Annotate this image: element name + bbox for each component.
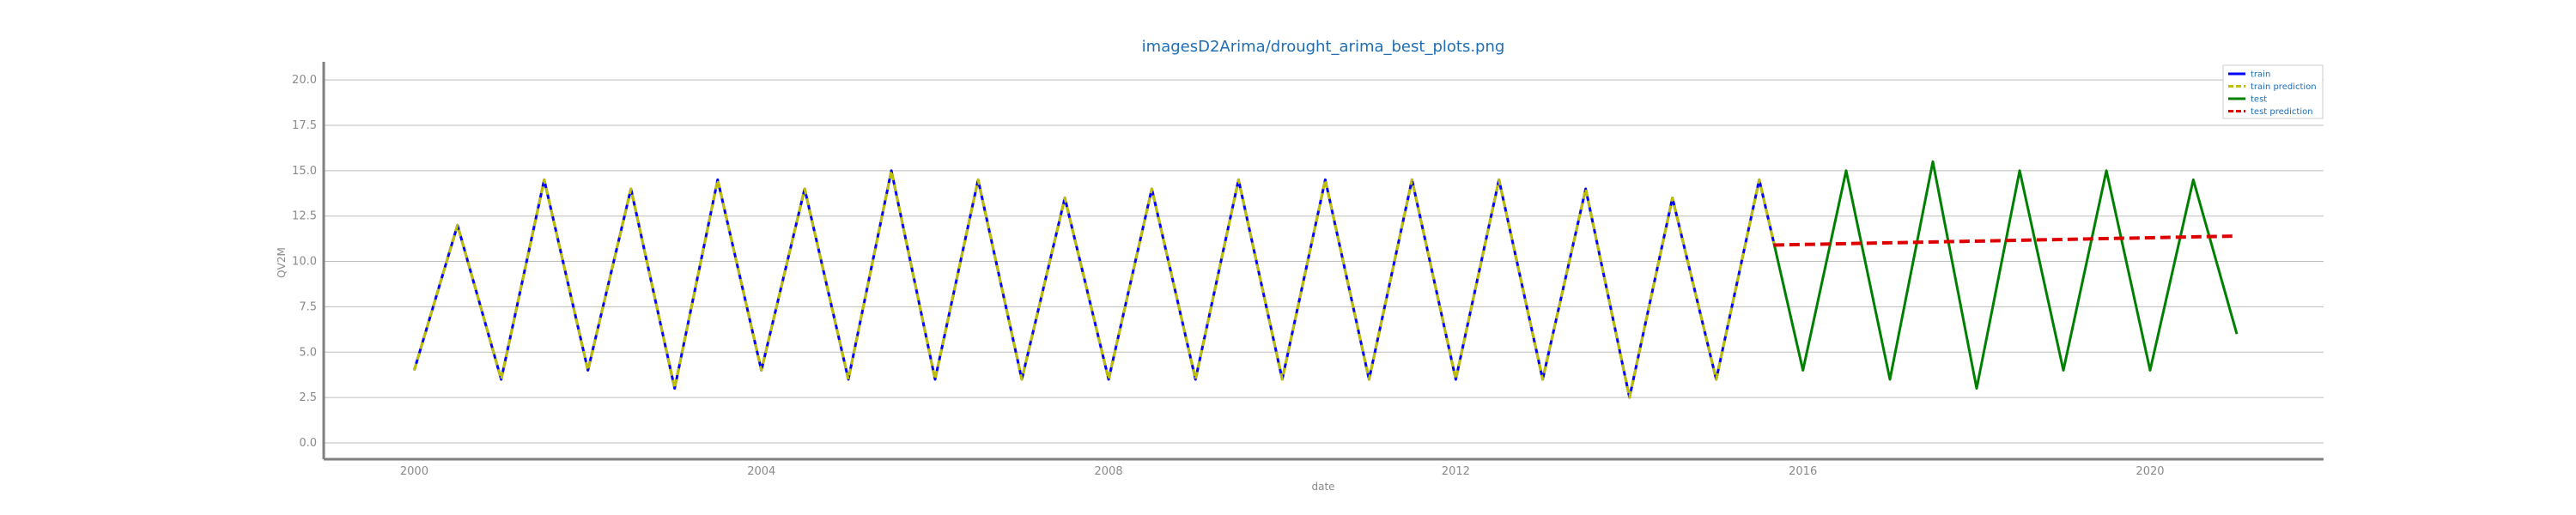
chart-title: imagesD2Arima/drought_arima_best_plots.p…: [1142, 38, 1505, 56]
x-tick-label: 2020: [2136, 465, 2164, 478]
y-axis-ticks: 0.0 2.5 5.0 7.5 10.0 12.5 15.0 17.5 20.0: [292, 74, 317, 450]
series-line-test: [1772, 160, 2239, 390]
y-tick-label: 15.0: [292, 165, 317, 178]
x-tick-label: 2012: [1442, 465, 1470, 478]
y-tick-label: 17.5: [292, 119, 317, 132]
legend-label-test: test: [2251, 95, 2267, 105]
legend: train train prediction test test prediction: [2222, 64, 2324, 119]
y-tick-label: 10.0: [292, 256, 317, 269]
y-tick-label: 20.0: [292, 74, 317, 87]
legend-label-test-prediction: test prediction: [2251, 107, 2313, 117]
legend-label-train-prediction: train prediction: [2251, 82, 2317, 92]
x-tick-label: 2008: [1095, 465, 1123, 478]
legend-label-train: train: [2251, 70, 2270, 80]
x-tick-label: 2004: [747, 465, 775, 478]
y-axis-title: QV2M: [276, 247, 288, 278]
x-tick-label: 2000: [400, 465, 428, 478]
axes: [322, 62, 2324, 461]
series-line-train: [412, 169, 1776, 399]
x-axis-title: date: [1311, 481, 1334, 493]
x-tick-label: 2016: [1789, 465, 1817, 478]
y-tick-label: 2.5: [299, 391, 317, 404]
grid: [324, 79, 2324, 444]
y-tick-label: 12.5: [292, 210, 317, 223]
y-tick-label: 7.5: [299, 300, 317, 313]
y-tick-label: 5.0: [299, 346, 317, 359]
series-line-train-prediction: [412, 169, 1776, 399]
plot-area: [412, 160, 2239, 399]
x-axis-ticks: 2000 2004 2008 2012 2016 2020: [400, 465, 2165, 478]
y-tick-label: 0.0: [299, 437, 317, 450]
